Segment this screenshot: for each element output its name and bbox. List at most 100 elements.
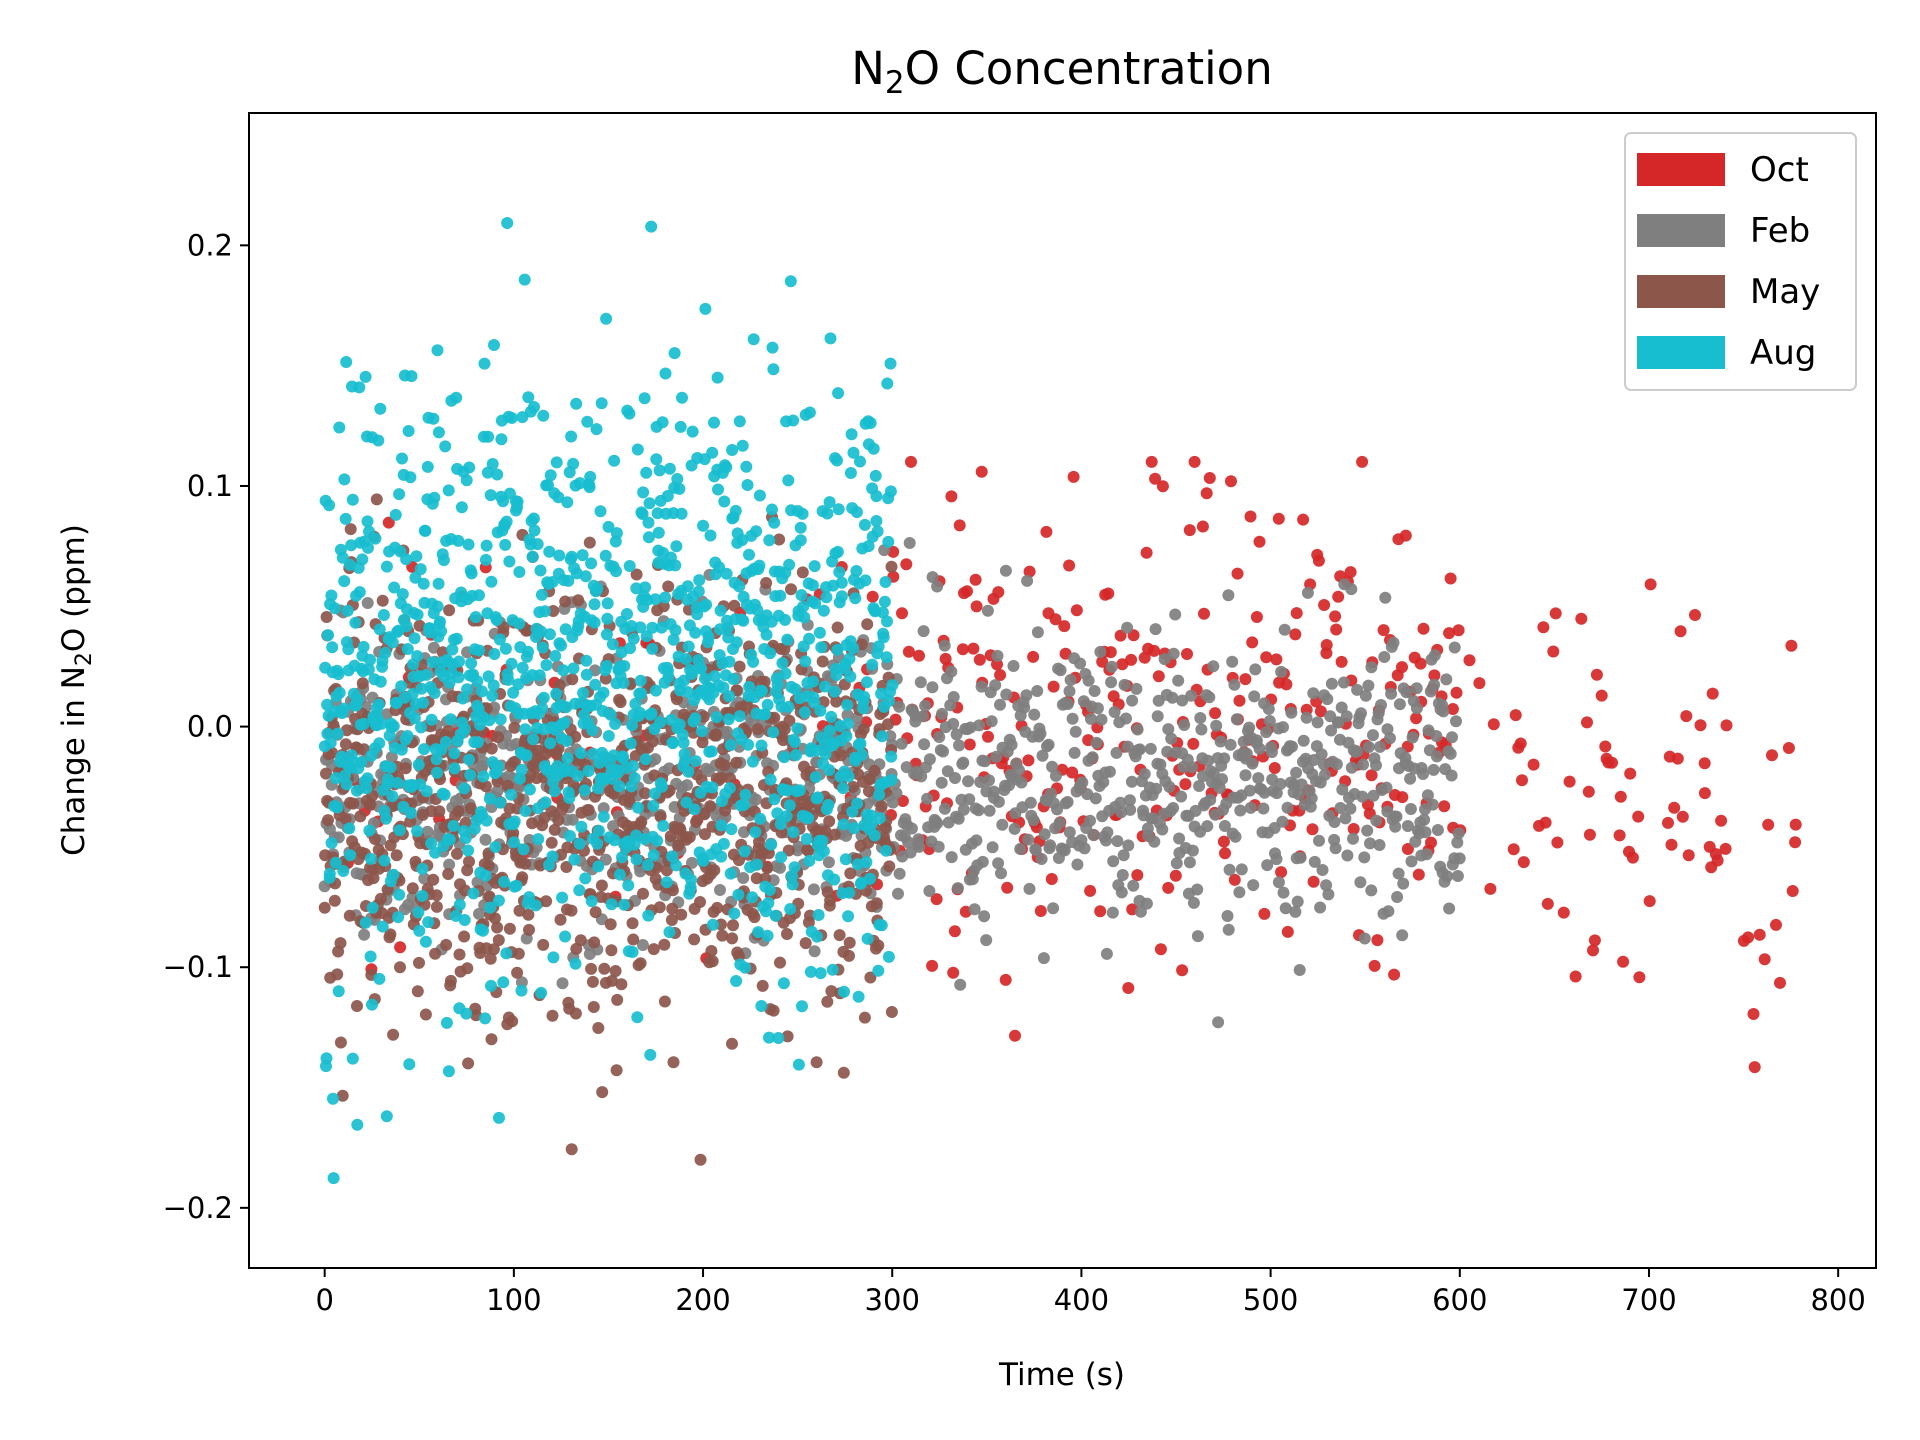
data-point	[1405, 855, 1418, 868]
data-point	[542, 479, 554, 491]
data-point	[875, 800, 888, 813]
data-point	[983, 804, 996, 817]
data-point	[761, 929, 774, 942]
data-point	[413, 956, 425, 969]
data-point	[394, 941, 407, 954]
data-point	[587, 1001, 600, 1013]
data-point	[675, 507, 688, 520]
data-point	[610, 1064, 623, 1077]
data-point	[1156, 480, 1169, 493]
data-point	[790, 749, 803, 761]
data-point	[857, 723, 870, 736]
data-point	[986, 841, 999, 854]
data-point	[1322, 888, 1335, 901]
data-point	[1084, 814, 1096, 827]
data-point	[428, 491, 441, 504]
data-point	[681, 779, 693, 792]
data-point	[399, 762, 412, 775]
data-point	[570, 397, 583, 410]
data-point	[594, 505, 607, 518]
data-point	[372, 698, 385, 711]
data-point	[1451, 836, 1464, 849]
data-point	[879, 576, 892, 588]
data-point	[1034, 905, 1047, 917]
data-point	[1404, 772, 1417, 785]
data-point	[776, 657, 789, 670]
data-point	[1096, 655, 1109, 668]
data-point	[451, 847, 463, 860]
data-point	[883, 694, 896, 707]
data-point	[579, 570, 592, 583]
data-point	[768, 793, 781, 806]
data-point	[376, 594, 389, 607]
data-point	[875, 919, 888, 932]
data-point	[412, 906, 425, 919]
data-point	[809, 771, 822, 784]
data-point	[658, 938, 671, 951]
data-point	[1387, 636, 1400, 649]
data-point	[489, 841, 502, 853]
data-point	[1272, 512, 1285, 525]
legend-label: Oct	[1750, 150, 1809, 190]
data-point	[1399, 529, 1412, 542]
data-point	[581, 415, 594, 428]
data-point	[895, 737, 908, 750]
data-point	[753, 489, 766, 502]
data-point	[343, 909, 356, 922]
data-point	[1290, 607, 1303, 620]
data-point	[1244, 801, 1257, 814]
data-point	[686, 667, 698, 680]
x-axis-label: Time (s)	[998, 1357, 1125, 1393]
data-point	[1463, 654, 1476, 667]
data-point	[1148, 835, 1161, 848]
data-point	[916, 710, 929, 723]
data-point	[452, 671, 465, 684]
data-point	[630, 582, 643, 595]
data-point	[871, 525, 884, 538]
data-point	[931, 817, 944, 830]
data-point	[609, 717, 622, 730]
data-point	[1108, 706, 1121, 718]
data-point	[479, 1012, 492, 1025]
data-point	[708, 416, 720, 429]
data-point	[546, 576, 559, 588]
data-point	[322, 814, 334, 827]
data-point	[861, 932, 874, 945]
data-point	[882, 718, 894, 731]
data-point	[572, 594, 585, 607]
data-point	[460, 1007, 473, 1020]
data-point	[604, 708, 617, 721]
data-point	[543, 628, 556, 641]
data-point	[361, 597, 374, 609]
data-point	[843, 936, 856, 949]
data-point	[1487, 718, 1500, 731]
data-point	[880, 844, 893, 857]
data-point	[1379, 591, 1392, 604]
data-point	[817, 845, 830, 858]
data-point	[432, 426, 445, 439]
x-tick-label: 500	[1243, 1283, 1298, 1317]
data-point	[715, 850, 728, 863]
data-point	[970, 834, 983, 847]
data-point	[781, 1030, 794, 1043]
data-point	[628, 838, 641, 851]
data-point	[657, 600, 670, 613]
data-point	[1022, 754, 1035, 767]
data-point	[1117, 849, 1130, 862]
data-point	[361, 772, 374, 785]
data-point	[994, 669, 1007, 681]
data-point	[1330, 758, 1343, 771]
data-point	[346, 1052, 359, 1065]
data-point	[1404, 803, 1417, 815]
data-point	[1319, 768, 1331, 781]
data-point	[682, 765, 695, 778]
data-point	[547, 951, 560, 964]
data-point	[483, 714, 496, 727]
data-point	[573, 477, 586, 490]
data-point	[835, 576, 848, 589]
data-point	[566, 673, 579, 686]
data-point	[858, 1011, 871, 1024]
data-point	[550, 456, 563, 469]
data-point	[653, 901, 666, 914]
data-point	[1029, 843, 1042, 856]
